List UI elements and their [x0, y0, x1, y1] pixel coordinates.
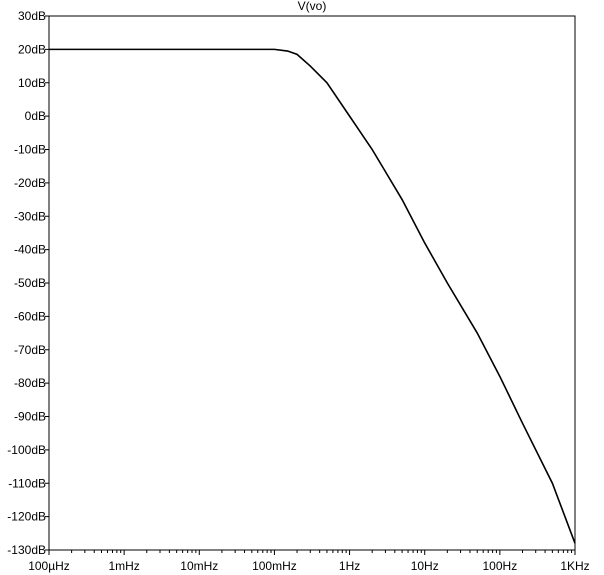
y-tick-label: -60dB: [14, 309, 46, 323]
y-tick-label: -100dB: [7, 443, 46, 457]
y-tick-label: -20dB: [14, 176, 46, 190]
y-tick-label: 10dB: [18, 76, 46, 90]
x-tick-label: 1KHz: [560, 559, 589, 573]
chart-title: V(vo): [298, 0, 327, 13]
x-axis: 100µHz 1mHz 10mHz 100mHz 1Hz 10Hz 100Hz 1KHz: [28, 550, 590, 573]
x-tick-label: 10mHz: [180, 559, 218, 573]
y-tick-label: -10dB: [14, 143, 46, 157]
y-axis: 30dB 20dB 10dB 0dB -10dB -20dB -30dB -40dB -50dB…: [7, 9, 49, 557]
y-tick-label: -130dB: [7, 543, 46, 557]
y-tick-label: -120dB: [7, 510, 46, 524]
x-tick-label: 100mHz: [252, 559, 297, 573]
y-tick-label: -110dB: [8, 476, 46, 490]
y-tick-label: -50dB: [14, 276, 46, 290]
y-tick-label: -90dB: [14, 410, 46, 424]
y-tick-label: -70dB: [14, 343, 46, 357]
x-tick-label: 10Hz: [411, 559, 439, 573]
x-tick-label: 1mHz: [108, 559, 139, 573]
x-tick-label: 100µHz: [28, 559, 70, 573]
x-tick-label: 1Hz: [339, 559, 360, 573]
y-tick-label: -30dB: [14, 209, 46, 223]
y-tick-label: 30dB: [18, 9, 46, 23]
y-tick-label: 0dB: [25, 109, 46, 123]
y-tick-label: 20dB: [18, 42, 46, 56]
y-tick-label: -80dB: [14, 376, 46, 390]
y-tick-label: -40dB: [14, 243, 46, 257]
plot-frame: [48, 15, 576, 551]
series-line: [49, 48, 576, 544]
x-tick-label: 100Hz: [483, 559, 518, 573]
